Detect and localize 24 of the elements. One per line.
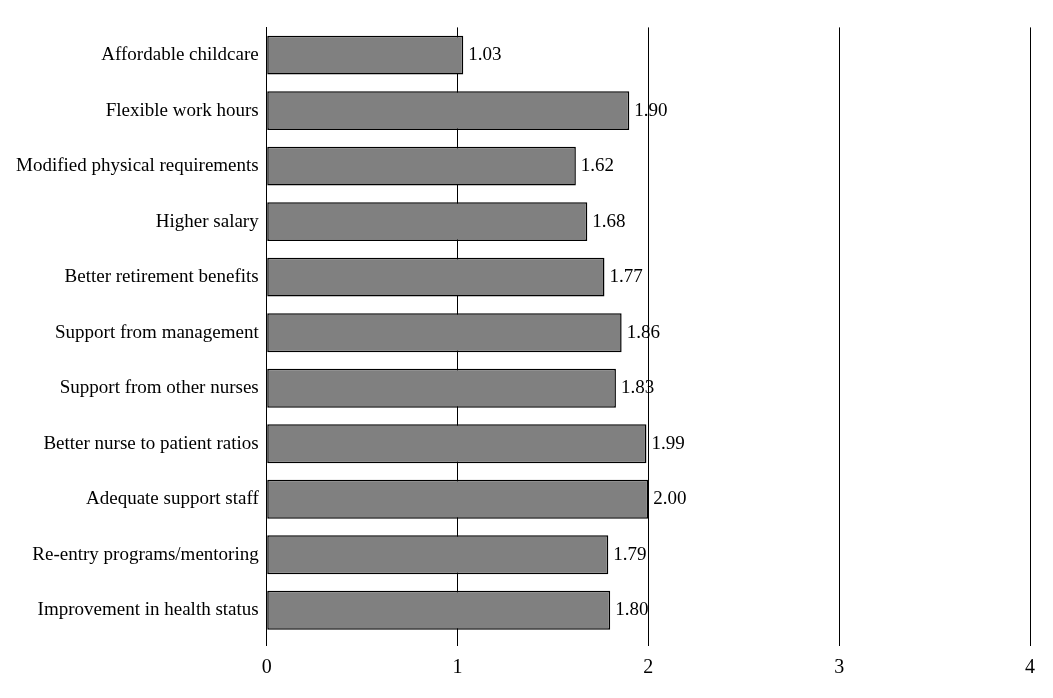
- y-tick-label: Flexible work hours: [105, 98, 259, 120]
- data-label: 1.03: [468, 43, 502, 65]
- data-label: 1.79: [613, 542, 647, 564]
- y-tick-label: Better nurse to patient ratios: [43, 431, 259, 453]
- data-label: 1.62: [580, 154, 615, 176]
- data-label: 1.99: [651, 431, 685, 453]
- y-tick-label: Affordable childcare: [101, 43, 259, 65]
- y-tick-label: Improvement in health status: [37, 598, 259, 620]
- y-tick-label: Better retirement benefits: [64, 265, 259, 287]
- y-tick-label: Modified physical requirements: [16, 154, 259, 176]
- x-tick-label: 2: [643, 655, 654, 678]
- y-tick-label: Adequate support staff: [86, 487, 260, 509]
- data-label: 2.00: [653, 487, 687, 509]
- data-label: 1.77: [609, 265, 643, 287]
- x-tick-label: 3: [834, 655, 845, 678]
- x-tick-label: 1: [452, 655, 463, 678]
- y-tick-label: Higher salary: [155, 209, 260, 231]
- x-tick-label: 4: [1025, 655, 1035, 678]
- data-label: 1.68: [592, 209, 626, 231]
- y-tick-label: Support from management: [55, 320, 260, 342]
- data-label: 1.80: [615, 598, 649, 620]
- y-tick-label: Re-entry programs/mentoring: [32, 542, 260, 564]
- y-tick-label: Support from other nurses: [59, 376, 259, 398]
- x-tick-label: 0: [261, 655, 272, 678]
